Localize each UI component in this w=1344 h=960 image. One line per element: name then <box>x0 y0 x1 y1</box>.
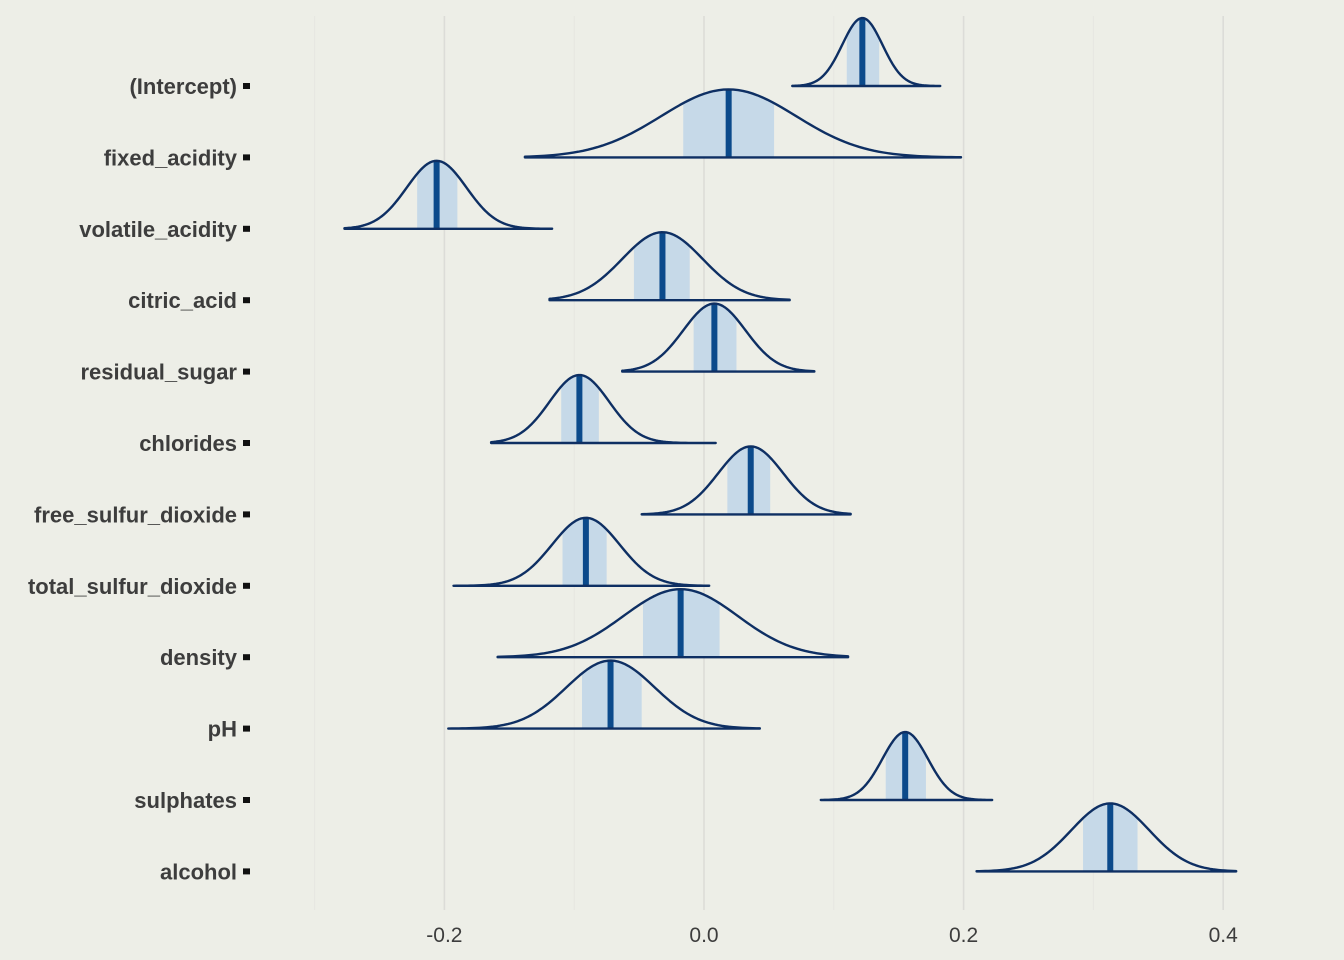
ridge-outline-total_sulfur_dioxide <box>452 516 711 587</box>
y-tick-label: pH <box>208 717 237 742</box>
y-tick-label: (Intercept) <box>129 74 237 99</box>
y-tick-label: density <box>160 645 238 670</box>
y-tick-label: free_sulfur_dioxide <box>34 502 237 527</box>
y-axis: (Intercept) fixed_acidity volatile_acidity… <box>28 74 250 884</box>
y-tick-mark <box>243 154 250 161</box>
y-tick-mark <box>243 797 250 803</box>
y-tick-label: chlorides <box>139 431 237 456</box>
y-tick-label: alcohol <box>160 859 237 884</box>
ridge-outline-free_sulfur_dioxide <box>640 445 852 516</box>
x-axis: -0.2 0.0 0.2 0.4 <box>426 924 1238 947</box>
ridge-outline-sulphates <box>819 730 994 802</box>
ridge-outline-residual_sugar <box>621 302 816 373</box>
ridge-outline-fixed_acidity <box>523 88 963 159</box>
y-tick-mark <box>243 368 250 375</box>
ridge-outline-citric_acid <box>548 231 791 302</box>
x-tick-label: 0.4 <box>1209 924 1239 947</box>
x-tick-label: 0.0 <box>689 924 718 947</box>
y-tick-mark <box>243 582 250 589</box>
y-tick-label: volatile_acidity <box>79 217 238 242</box>
y-tick-label: fixed_acidity <box>104 145 238 170</box>
y-tick-mark <box>243 225 250 232</box>
y-tick-label: citric_acid <box>128 288 237 313</box>
y-tick-mark <box>243 297 250 304</box>
y-tick-mark <box>243 511 250 518</box>
y-tick-mark <box>243 868 250 875</box>
y-tick-label: residual_sugar <box>80 360 237 385</box>
ridge-outline-chlorides <box>489 373 717 445</box>
y-tick-label: total_sulfur_dioxide <box>28 574 237 599</box>
y-tick-mark <box>243 83 250 89</box>
x-tick-label: 0.2 <box>949 924 978 947</box>
y-tick-mark <box>243 440 250 446</box>
ridge-outline-alcohol <box>975 802 1238 873</box>
ridge-outline-(Intercept) <box>791 16 942 88</box>
y-tick-mark <box>243 654 250 661</box>
x-tick-label: -0.2 <box>426 924 462 947</box>
ridge-outline-density <box>496 588 850 659</box>
y-tick-label: sulphates <box>134 788 237 813</box>
ridge-outline-pH <box>447 659 762 730</box>
ridge-outline-volatile_acidity <box>343 159 554 230</box>
y-tick-mark <box>243 725 250 732</box>
density-ridges <box>343 16 1238 873</box>
